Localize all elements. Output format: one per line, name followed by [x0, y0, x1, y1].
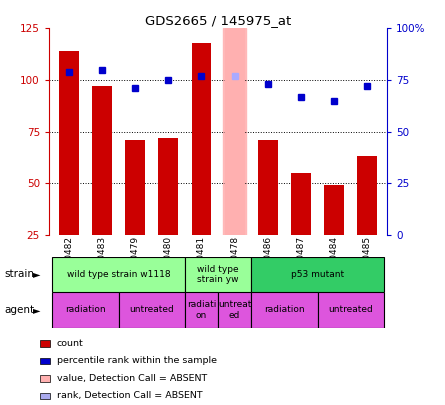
- Bar: [291, 173, 311, 235]
- Text: radiati
on: radiati on: [187, 300, 216, 320]
- Bar: [59, 51, 79, 235]
- Bar: [92, 86, 112, 235]
- Text: radiation: radiation: [264, 305, 305, 314]
- Text: p53 mutant: p53 mutant: [291, 270, 344, 279]
- Bar: [59, 51, 79, 235]
- Bar: [258, 140, 278, 235]
- Text: count: count: [57, 339, 83, 348]
- Bar: [324, 185, 344, 235]
- Text: agent: agent: [4, 305, 35, 315]
- Text: ►: ►: [33, 305, 41, 315]
- Bar: [251, 292, 318, 328]
- Text: untreat
ed: untreat ed: [218, 300, 251, 320]
- Text: untreated: untreated: [129, 305, 174, 314]
- Text: wild type
strain yw: wild type strain yw: [197, 265, 239, 284]
- Bar: [52, 257, 185, 292]
- Text: percentile rank within the sample: percentile rank within the sample: [57, 356, 217, 365]
- Bar: [191, 43, 211, 235]
- Bar: [357, 156, 377, 235]
- Bar: [291, 173, 311, 235]
- Bar: [218, 292, 251, 328]
- Bar: [92, 86, 112, 235]
- Bar: [185, 292, 218, 328]
- Bar: [223, 28, 246, 235]
- Text: wild type strain w1118: wild type strain w1118: [67, 270, 170, 279]
- Text: value, Detection Call = ABSENT: value, Detection Call = ABSENT: [57, 374, 207, 383]
- Bar: [324, 185, 344, 235]
- Bar: [225, 28, 245, 235]
- Title: GDS2665 / 145975_at: GDS2665 / 145975_at: [145, 14, 291, 27]
- Bar: [258, 140, 278, 235]
- Bar: [158, 138, 178, 235]
- Text: radiation: radiation: [65, 305, 106, 314]
- Bar: [125, 140, 145, 235]
- Text: strain: strain: [4, 269, 34, 279]
- Bar: [125, 140, 145, 235]
- Text: rank, Detection Call = ABSENT: rank, Detection Call = ABSENT: [57, 391, 202, 400]
- Bar: [185, 257, 251, 292]
- Bar: [357, 156, 377, 235]
- Text: ►: ►: [33, 269, 41, 279]
- Bar: [52, 292, 118, 328]
- Bar: [191, 43, 211, 235]
- Bar: [318, 292, 384, 328]
- Bar: [225, 28, 245, 235]
- Bar: [251, 257, 384, 292]
- Bar: [158, 138, 178, 235]
- Bar: [118, 292, 185, 328]
- Text: untreated: untreated: [328, 305, 373, 314]
